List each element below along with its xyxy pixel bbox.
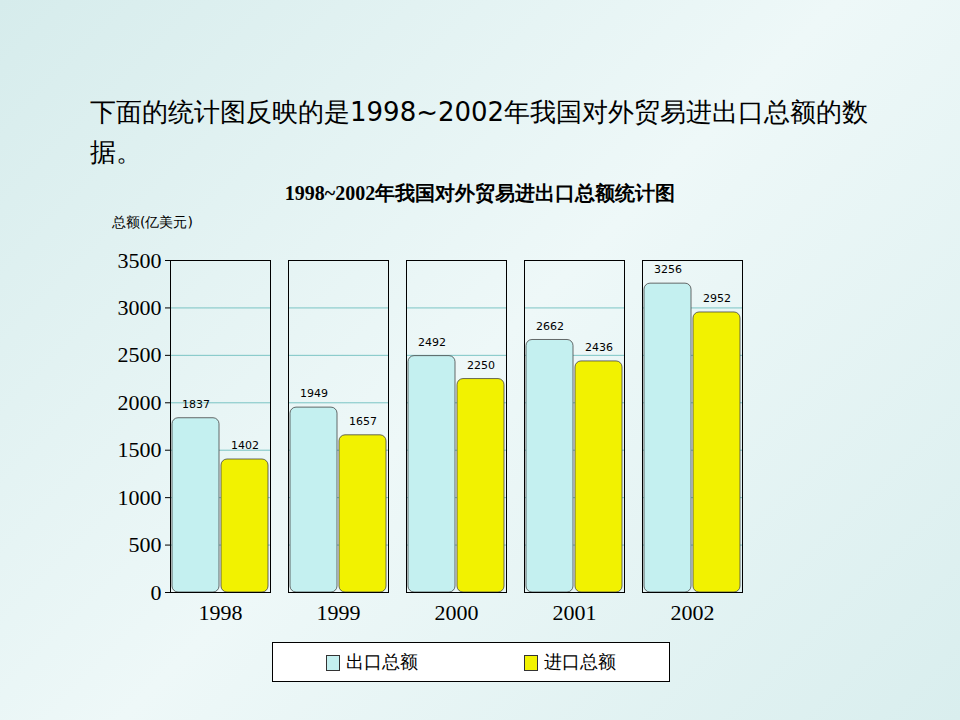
svg-text:2000: 2000 [118, 390, 162, 415]
html-text:出口总额: 出口总额 [346, 651, 418, 672]
svg-text:1998: 1998 [199, 600, 243, 625]
svg-text:1500: 1500 [118, 437, 162, 462]
html-text:下面的统计图反映的是1998~2002年我国对外贸易进出口总: 下面的统计图反映的是1998~2002年我国对外贸易进出口总额的数据。 [90, 97, 869, 167]
svg-text:3500: 3500 [118, 248, 162, 273]
svg-text:1402: 1402 [231, 439, 259, 452]
svg-text:3000: 3000 [118, 295, 162, 320]
svg-text:3256: 3256 [654, 263, 682, 276]
svg-text:1837: 1837 [182, 398, 210, 411]
html-text:进口总额: 进口总额 [544, 651, 616, 672]
svg-text:2952: 2952 [703, 292, 731, 305]
svg-text:2000: 2000 [435, 600, 479, 625]
svg-text:500: 500 [129, 532, 162, 557]
html-text:1998~2002年我国对外贸易进出口总额统计图: 1998~2002年我国对外贸易进出口总额统计图 [284, 182, 676, 204]
svg-text:2436: 2436 [585, 341, 613, 354]
svg-text:2250: 2250 [467, 359, 495, 372]
svg-text:1999: 1999 [317, 600, 361, 625]
svg-text:2001: 2001 [553, 600, 597, 625]
svg-text:1949: 1949 [300, 387, 328, 400]
svg-text:2492: 2492 [418, 336, 446, 349]
svg-text:2002: 2002 [671, 600, 715, 625]
svg-text:1657: 1657 [349, 415, 377, 428]
svg-text:2662: 2662 [536, 320, 564, 333]
svg-text:0: 0 [151, 580, 162, 605]
svg-text:1000: 1000 [118, 485, 162, 510]
svg-text:2500: 2500 [118, 342, 162, 367]
html-text:总额(亿美元): 总额(亿美元) [112, 214, 193, 230]
